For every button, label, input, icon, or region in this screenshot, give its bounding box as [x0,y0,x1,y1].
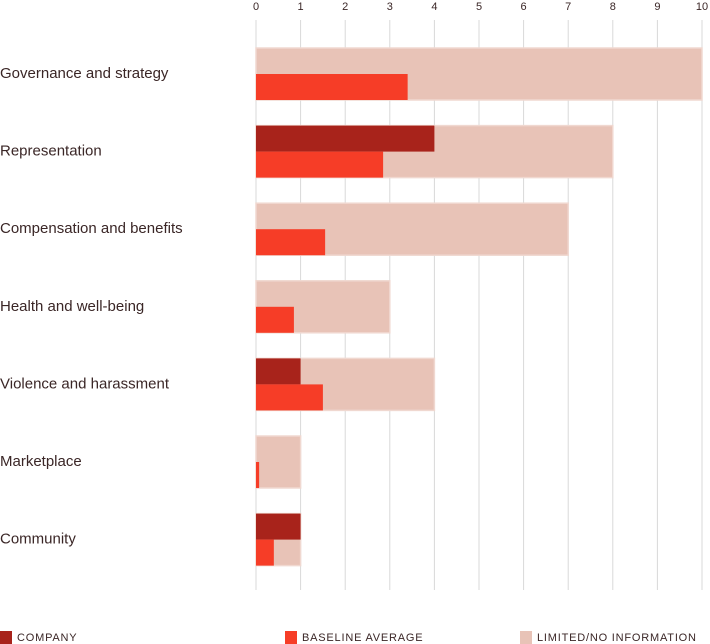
legend-label: BASELINE AVERAGE [302,632,423,644]
x-tick-label: 10 [696,1,708,13]
x-tick-label: 4 [431,1,437,13]
bar [256,358,301,385]
bar [256,151,384,178]
legend-swatch [520,631,532,644]
category-label: Representation [0,143,102,160]
x-tick-label: 3 [387,1,393,13]
x-tick-label: 5 [476,1,482,13]
bar [256,229,326,256]
category-label: Community [0,531,76,548]
legend-label: LIMITED/NO INFORMATION [537,632,697,644]
category-label: Compensation and benefits [0,220,183,237]
bar [256,384,323,411]
category-label: Health and well-being [0,298,144,315]
bar [256,539,274,566]
bar [256,462,260,488]
x-tick-label: 0 [253,1,259,13]
bar [256,125,435,152]
x-tick-label: 1 [298,1,304,13]
category-label: Marketplace [0,453,82,470]
legend-swatch [285,631,297,644]
x-tick-label: 6 [521,1,527,13]
bar [256,74,408,100]
legend-label: COMPANY [17,632,77,644]
bar [256,513,301,540]
x-tick-label: 2 [342,1,348,13]
bar [255,435,302,489]
category-label: Violence and harassment [0,375,170,392]
x-tick-label: 9 [654,1,660,13]
x-tick-label: 7 [565,1,571,13]
legend-swatch [0,631,12,644]
category-label: Governance and strategy [0,65,169,82]
x-tick-label: 8 [610,1,616,13]
bar [256,306,294,333]
